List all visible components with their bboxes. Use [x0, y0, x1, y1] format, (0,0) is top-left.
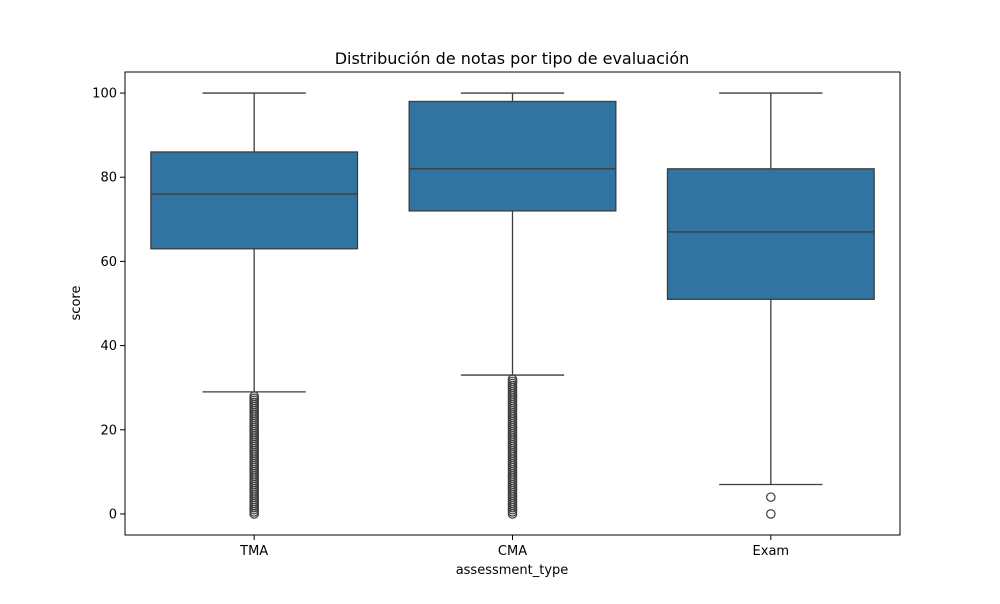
x-tick-label: TMA: [239, 544, 268, 559]
box-iqr: [666, 168, 875, 300]
boxes-layer: [150, 92, 875, 519]
y-axis-label: score: [69, 286, 84, 321]
box-iqr: [408, 100, 617, 212]
box-group-exam: [666, 92, 875, 519]
y-tick-label: 100: [92, 87, 117, 102]
x-tick-label: Exam: [753, 544, 790, 559]
axes-layer: TMA CMA Exam 0 20 40 60 80 100: [92, 87, 789, 559]
chart-title: Distribución de notas por tipo de evalua…: [335, 49, 690, 68]
box-group-cma: [408, 92, 617, 519]
y-tick-label: 40: [100, 339, 117, 354]
y-tick-label: 80: [100, 171, 117, 186]
outlier-point: [766, 492, 776, 502]
y-tick-label: 0: [109, 507, 117, 522]
box-iqr: [150, 151, 359, 250]
x-tick-label: CMA: [498, 544, 527, 559]
outlier-point: [766, 509, 776, 519]
x-axis-label: assessment_type: [456, 563, 569, 578]
y-tick-label: 60: [100, 255, 117, 270]
outlier-point: [249, 391, 259, 401]
plot-area-frame: [124, 71, 901, 536]
y-tick-label: 20: [100, 423, 117, 438]
box-group-tma: [150, 92, 359, 519]
outlier-point: [507, 374, 518, 385]
